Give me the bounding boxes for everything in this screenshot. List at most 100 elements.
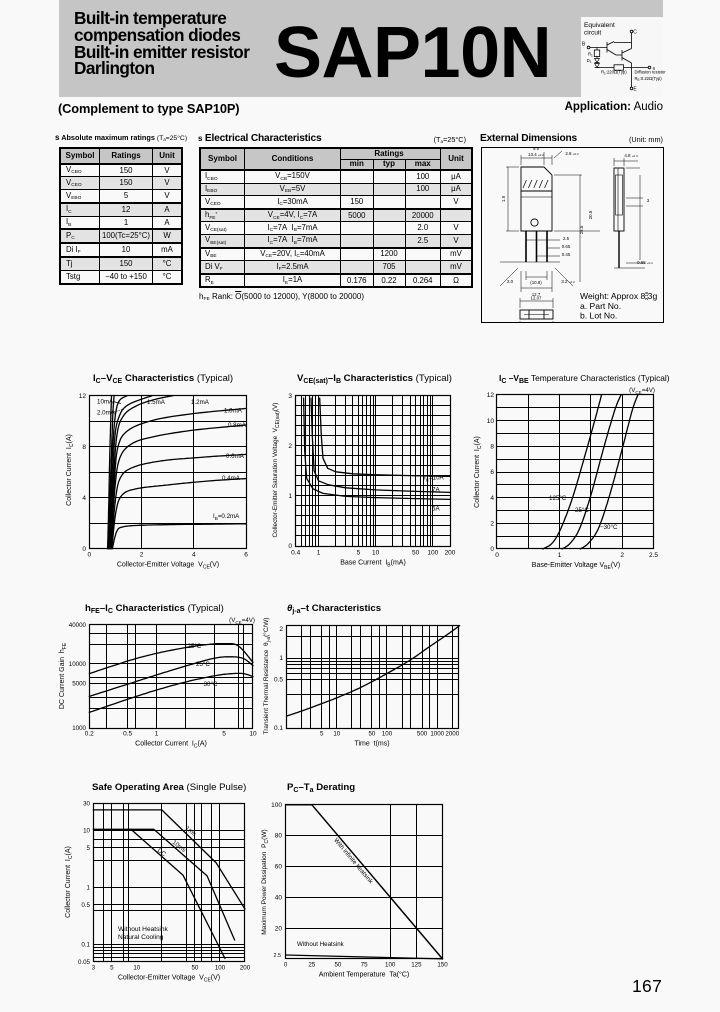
svg-text:Equivalent: Equivalent bbox=[584, 22, 615, 29]
svg-text:50: 50 bbox=[191, 965, 198, 972]
svg-text:40000: 40000 bbox=[69, 622, 87, 629]
svg-text:75: 75 bbox=[361, 962, 368, 969]
svg-text:50: 50 bbox=[368, 731, 375, 738]
svg-text:5: 5 bbox=[222, 731, 226, 738]
svg-text:1ms: 1ms bbox=[184, 825, 198, 838]
svg-text:5A: 5A bbox=[432, 506, 440, 513]
svg-text:Without Heatsink: Without Heatsink bbox=[118, 926, 169, 933]
svg-text:500: 500 bbox=[417, 731, 428, 738]
svg-text:10: 10 bbox=[487, 418, 495, 425]
svg-text:3: 3 bbox=[92, 965, 96, 972]
svg-text:50: 50 bbox=[334, 962, 341, 969]
svg-text:20: 20 bbox=[275, 925, 283, 932]
svg-text:60: 60 bbox=[275, 864, 283, 871]
svg-text:12.7: 12.7 bbox=[532, 292, 541, 297]
svg-text:Safe Operating Area (Single Pu: Safe Operating Area (Single Pulse) bbox=[92, 782, 246, 793]
svg-text:1: 1 bbox=[558, 552, 562, 559]
svg-text:5000: 5000 bbox=[72, 680, 86, 687]
svg-text:0: 0 bbox=[82, 546, 86, 553]
svg-text:2.5: 2.5 bbox=[649, 552, 658, 559]
svg-text:8: 8 bbox=[490, 444, 494, 451]
svg-text:1: 1 bbox=[155, 731, 159, 738]
svg-text:IC –VBE Temperature Character: IC –VBE Temperature Characteristics (Typ… bbox=[499, 373, 670, 385]
svg-text:Time t(ms): Time t(ms) bbox=[354, 741, 389, 748]
svg-text:1000: 1000 bbox=[72, 725, 86, 732]
svg-text:125: 125 bbox=[411, 962, 422, 969]
svg-text:0.4mA: 0.4mA bbox=[222, 475, 241, 482]
svg-text:IB=0.2mA: IB=0.2mA bbox=[213, 513, 240, 521]
svg-text:6: 6 bbox=[244, 552, 248, 559]
svg-text:1.9: 1.9 bbox=[501, 195, 506, 202]
svg-text:4: 4 bbox=[82, 495, 86, 502]
svg-text:1: 1 bbox=[279, 655, 283, 662]
svg-text:0.45: 0.45 bbox=[562, 252, 571, 257]
svg-text:Collector Current IC(A): Collector Current IC(A) bbox=[65, 846, 74, 918]
svg-text:25°C: 25°C bbox=[196, 661, 210, 668]
svg-text:(VCE=4V): (VCE=4V) bbox=[629, 387, 655, 395]
svg-text:2.8 +0.2: 2.8 +0.2 bbox=[565, 151, 579, 156]
svg-text:4: 4 bbox=[490, 495, 494, 502]
svg-text:80: 80 bbox=[275, 833, 283, 840]
svg-text:12: 12 bbox=[487, 392, 495, 399]
svg-text:Collector Current IC(A): Collector Current IC(A) bbox=[474, 436, 483, 508]
svg-text:2.5: 2.5 bbox=[563, 236, 570, 241]
svg-text:50: 50 bbox=[412, 550, 420, 557]
svg-text:circuit: circuit bbox=[584, 30, 601, 37]
svg-text:2.0mA: 2.0mA bbox=[97, 410, 116, 417]
svg-text:Diffusion resistor: Diffusion resistor bbox=[635, 70, 667, 75]
svg-text:2.5: 2.5 bbox=[274, 953, 282, 959]
svg-text:3: 3 bbox=[647, 198, 650, 203]
svg-text:5: 5 bbox=[320, 731, 324, 738]
svg-text:10: 10 bbox=[333, 731, 340, 738]
svg-text:100: 100 bbox=[427, 550, 438, 557]
svg-text:5: 5 bbox=[357, 550, 361, 557]
svg-text:R1: R1 bbox=[588, 52, 593, 58]
svg-text:0.65 +0.1: 0.65 +0.1 bbox=[637, 260, 653, 265]
svg-text:Without Heatsink: Without Heatsink bbox=[297, 941, 345, 948]
svg-text:VCE(sat)–IB Characteristics (T: VCE(sat)–IB Characteristics (Typical) bbox=[297, 373, 452, 385]
svg-text:1: 1 bbox=[87, 885, 91, 892]
svg-text:a. Part No.: a. Part No. bbox=[580, 301, 621, 311]
svg-text:13.4 +0.2: 13.4 +0.2 bbox=[528, 152, 544, 157]
svg-text:6: 6 bbox=[490, 469, 494, 476]
svg-text:0.1: 0.1 bbox=[81, 942, 90, 949]
svg-text:B: B bbox=[582, 42, 586, 48]
svg-text:Natural Cooling: Natural Cooling bbox=[118, 934, 164, 941]
svg-text:0: 0 bbox=[87, 552, 91, 559]
svg-text:0.1: 0.1 bbox=[274, 725, 283, 732]
svg-text:Base-Emitter Voltage VBE(V): Base-Emitter Voltage VBE(V) bbox=[532, 562, 620, 571]
svg-text:Weight: Approx 8.3g: Weight: Approx 8.3g bbox=[580, 291, 657, 301]
svg-text:Collector-Emitter Voltage VCE: Collector-Emitter Voltage VCE(V) bbox=[117, 562, 219, 571]
svg-text:Base Current IB(mA): Base Current IB(mA) bbox=[340, 560, 406, 569]
svg-text:IC=10A: IC=10A bbox=[424, 475, 445, 483]
svg-text:10000: 10000 bbox=[69, 661, 87, 668]
svg-text:b. Lot No.: b. Lot No. bbox=[580, 311, 617, 321]
svg-text:3.2 +0.2: 3.2 +0.2 bbox=[561, 279, 575, 284]
svg-text:20.5: 20.5 bbox=[588, 210, 593, 219]
svg-text:9.9: 9.9 bbox=[533, 146, 540, 151]
svg-text:Collector-Emitter Saturation V: Collector-Emitter Saturation Voltage VCE… bbox=[272, 403, 281, 538]
svg-text:100: 100 bbox=[385, 962, 396, 969]
svg-text:10: 10 bbox=[249, 731, 257, 738]
svg-text:0.65: 0.65 bbox=[562, 244, 571, 249]
svg-text:100: 100 bbox=[271, 802, 282, 809]
svg-text:1: 1 bbox=[317, 550, 321, 557]
svg-text:200: 200 bbox=[445, 550, 456, 557]
svg-text:2: 2 bbox=[620, 552, 624, 559]
svg-text:12.07: 12.07 bbox=[531, 296, 543, 301]
svg-text:2.16: 2.16 bbox=[644, 291, 649, 300]
svg-text:5: 5 bbox=[87, 845, 91, 852]
svg-text:7A: 7A bbox=[432, 487, 440, 494]
svg-text:DC Current Gain hFE: DC Current Gain hFE bbox=[59, 642, 68, 709]
svg-text:100: 100 bbox=[382, 731, 393, 738]
svg-text:−30°C: −30°C bbox=[200, 681, 218, 688]
svg-text:Ambient Temperature Ta(°C): Ambient Temperature Ta(°C) bbox=[319, 971, 409, 979]
svg-text:10mA: 10mA bbox=[97, 399, 114, 406]
svg-text:2000: 2000 bbox=[445, 731, 459, 738]
svg-text:25.5: 25.5 bbox=[579, 225, 584, 234]
svg-text:1.5mA: 1.5mA bbox=[147, 399, 166, 406]
svg-text:C: C bbox=[633, 30, 637, 36]
svg-text:Collector Current IC(A): Collector Current IC(A) bbox=[66, 434, 75, 506]
svg-text:25°C: 25°C bbox=[575, 507, 589, 514]
svg-text:2: 2 bbox=[490, 521, 494, 528]
